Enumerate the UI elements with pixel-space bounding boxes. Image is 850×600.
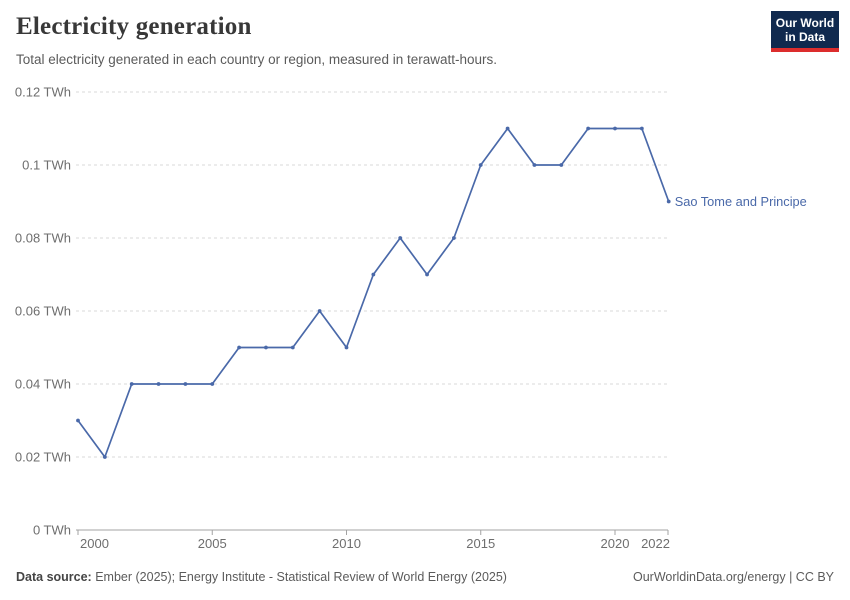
chart-subtitle: Total electricity generated in each coun… [16, 52, 497, 67]
y-tick-label: 0.08 TWh [15, 231, 71, 246]
data-point [505, 126, 510, 131]
data-point [290, 345, 295, 350]
x-tick-label: 2020 [601, 536, 630, 551]
data-point [210, 382, 215, 386]
data-source-note: Data source: Ember (2025); Energy Instit… [16, 570, 507, 584]
line-chart: 0 TWh 0.02 TWh 0.04 TWh 0.06 TWh 0.08 TWh 0.1… [15, 85, 807, 552]
owid-logo-line1: Our World [775, 15, 835, 30]
data-point [452, 236, 456, 240]
y-tick-label: 0.02 TWh [15, 450, 71, 465]
owid-logo-red-bar [771, 48, 839, 52]
data-point [156, 382, 161, 386]
page-title: Electricity generation [16, 13, 252, 40]
data-point [613, 126, 617, 131]
data-point [76, 418, 80, 423]
data-point [639, 126, 644, 131]
data-source-text: Ember (2025); Energy Institute - Statist… [91, 570, 507, 584]
data-point [317, 309, 322, 313]
y-tick-label: 0.04 TWh [15, 377, 71, 392]
data-point [425, 272, 429, 277]
data-point [398, 236, 403, 240]
attribution-link[interactable]: OurWorldinData.org/energy | CC BY [632, 570, 834, 584]
data-line [77, 127, 670, 458]
data-source-label: Data source: [16, 570, 92, 584]
x-tick-label: 2000 [80, 536, 109, 551]
data-point [586, 126, 591, 131]
data-point [237, 345, 242, 350]
data-point [666, 199, 671, 204]
data-point [344, 345, 349, 350]
x-tick-label: 2005 [198, 536, 227, 551]
y-tick-label: 0.06 TWh [15, 304, 71, 319]
data-point [102, 455, 107, 459]
data-point [559, 163, 564, 167]
y-tick-label: 0.12 TWh [15, 85, 71, 100]
data-point [532, 163, 537, 167]
y-tick-label: 0.1 TWh [22, 158, 71, 173]
series-label: Sao Tome and Principe [675, 194, 807, 209]
x-tick-label: 2022 [641, 536, 670, 551]
y-tick-label: 0 TWh [33, 523, 71, 538]
data-point [371, 272, 376, 277]
x-tick-label: 2015 [466, 536, 495, 551]
data-point [183, 382, 188, 386]
owid-logo-line2: in Data [784, 29, 825, 44]
owid-logo: Our World in Data [771, 11, 839, 48]
data-point [478, 163, 483, 167]
data-point [264, 345, 268, 350]
data-point [129, 382, 134, 386]
x-tick-label: 2010 [332, 536, 361, 551]
